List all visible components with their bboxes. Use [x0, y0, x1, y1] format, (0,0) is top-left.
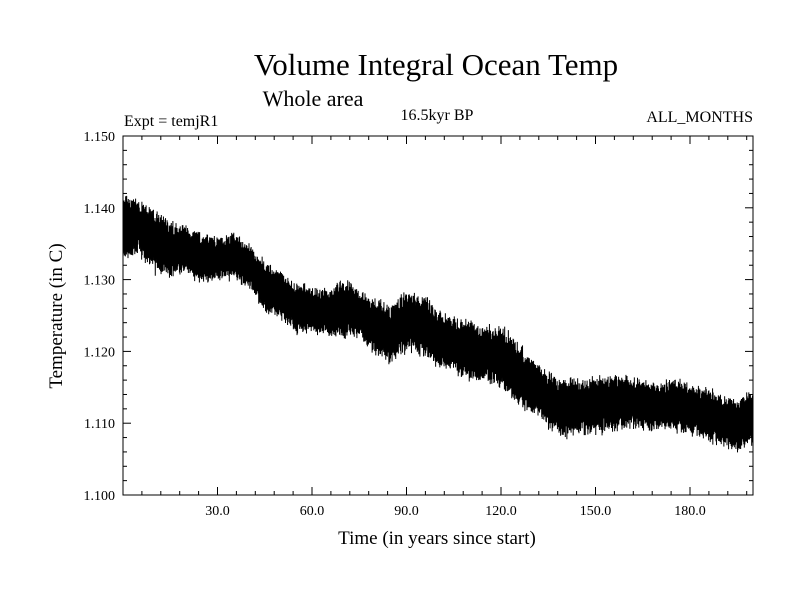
months-label: ALL_MONTHS [646, 109, 753, 126]
y-tick-label: 1.130 [84, 274, 116, 289]
period-label: 16.5kyr BP [401, 107, 474, 124]
chart-subtitle: Whole area [263, 86, 364, 111]
x-tick-label: 180.0 [674, 504, 706, 519]
y-tick-label: 1.120 [84, 345, 116, 360]
data-series-line [122, 195, 754, 453]
y-axis-title: Temperature (in C) [46, 243, 67, 388]
x-axis: 30.0 60.0 90.0 120.0 150.0 180.0 [141, 136, 748, 519]
y-tick-label: 1.140 [84, 202, 116, 217]
x-tick-label: 120.0 [485, 504, 517, 519]
y-tick-label: 1.100 [84, 489, 116, 504]
x-tick-label: 30.0 [205, 504, 230, 519]
expt-label: Expt = temjR1 [124, 113, 218, 130]
x-axis-title: Time (in years since start) [338, 528, 536, 549]
y-tick-label: 1.150 [84, 130, 116, 145]
y-axis: 1.100 1.110 1.120 1.130 1.140 1.150 [84, 130, 753, 504]
plot-frame [122, 135, 754, 496]
y-tick-label: 1.110 [84, 417, 115, 432]
x-tick-label: 150.0 [580, 504, 612, 519]
x-tick-label: 90.0 [394, 504, 419, 519]
x-tick-label: 60.0 [300, 504, 325, 519]
series-line [122, 195, 754, 453]
chart-title: Volume Integral Ocean Temp [254, 47, 618, 82]
